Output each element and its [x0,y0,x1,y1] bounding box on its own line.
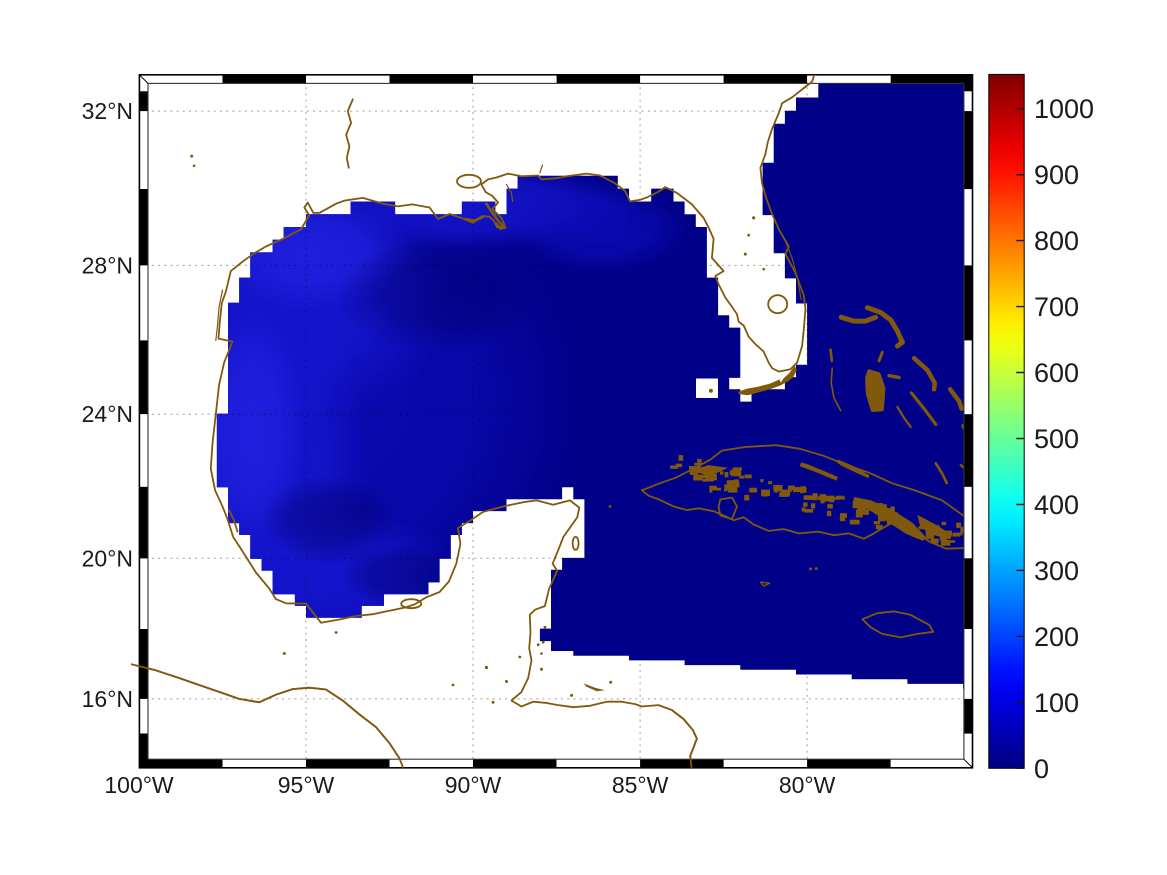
svg-text:95°W: 95°W [278,772,335,798]
svg-text:16°N: 16°N [82,686,133,712]
svg-text:1000: 1000 [1034,94,1094,124]
svg-text:80°W: 80°W [779,772,836,798]
svg-text:20°N: 20°N [82,545,133,571]
svg-text:700: 700 [1034,292,1079,322]
svg-text:500: 500 [1034,424,1079,454]
svg-text:800: 800 [1034,226,1079,256]
svg-text:90°W: 90°W [445,772,502,798]
svg-text:600: 600 [1034,358,1079,388]
svg-text:100: 100 [1034,688,1079,718]
svg-text:300: 300 [1034,556,1079,586]
svg-text:85°W: 85°W [612,772,669,798]
svg-text:400: 400 [1034,490,1079,520]
svg-text:0: 0 [1034,754,1049,784]
svg-text:28°N: 28°N [82,252,133,278]
svg-text:900: 900 [1034,160,1079,190]
svg-text:24°N: 24°N [82,401,133,427]
svg-text:32°N: 32°N [82,98,133,124]
svg-text:200: 200 [1034,622,1079,652]
svg-text:100°W: 100°W [104,772,174,798]
